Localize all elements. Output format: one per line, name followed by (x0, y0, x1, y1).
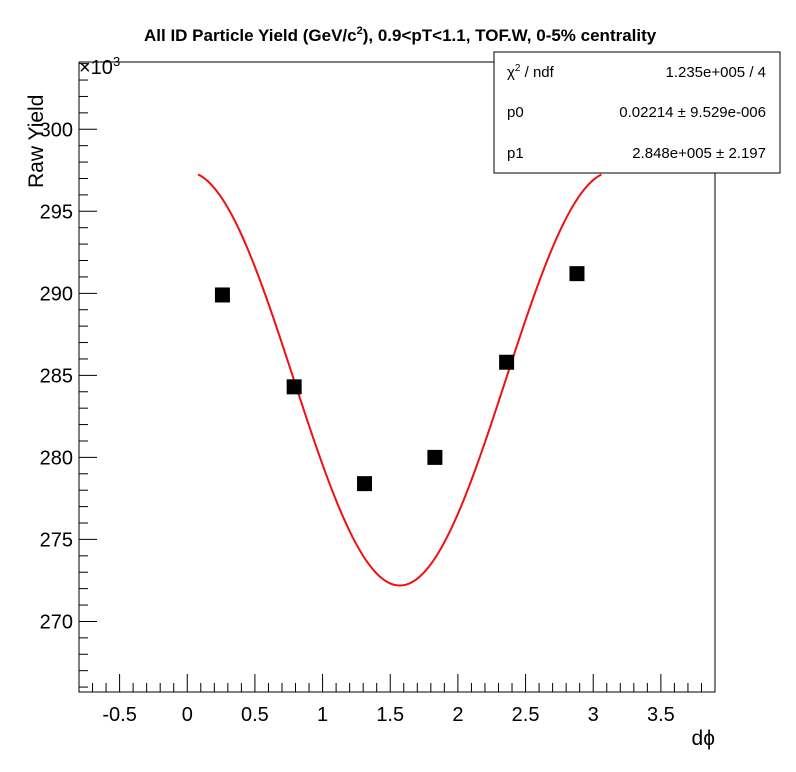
x-axis-title: dϕ (692, 727, 715, 750)
y-axis-ticks (79, 63, 97, 688)
stats-p1-label: p1 (507, 145, 524, 162)
stats-p0-label: p0 (507, 104, 524, 121)
y-axis-multiplier: ×103 (79, 54, 120, 79)
x-tick-label: -0.5 (102, 704, 136, 726)
x-tick-label: 2.5 (512, 704, 540, 726)
fit-curve (197, 173, 602, 587)
x-tick-label: 2 (452, 704, 463, 726)
y-tick-label: 280 (40, 447, 73, 469)
data-point (357, 476, 373, 492)
chart-title: All ID Particle Yield (GeV/c2), 0.9<pT<1… (144, 25, 657, 45)
stats-chi2-label: χ2 / ndf (507, 63, 555, 81)
x-tick-label: 1 (317, 704, 328, 726)
title-prefix: All ID Particle Yield (GeV/c (144, 26, 357, 45)
y-tick-label: 285 (40, 365, 73, 387)
data-point (214, 287, 230, 303)
data-point (286, 379, 302, 395)
y-tick-label: 290 (40, 283, 73, 305)
x-tick-label: 0 (182, 704, 193, 726)
data-point (569, 266, 585, 282)
title-superscript: 2 (357, 25, 363, 37)
x-axis-ticks (78, 674, 716, 692)
y-tick-label: 295 (40, 201, 73, 223)
x-tick-label: 0.5 (241, 704, 269, 726)
stats-box-frame (493, 51, 781, 174)
data-markers (214, 266, 585, 492)
title-suffix: ), 0.9<pT<1.1, TOF.W, 0-5% centrality (363, 26, 657, 45)
data-point (499, 354, 515, 370)
stats-p1-value: 2.848e+005 ± 2.197 (632, 145, 766, 162)
y-axis-title: Raw Yield (25, 95, 48, 188)
y-multiplier-base: ×10 (79, 57, 113, 79)
x-tick-label: 3 (588, 704, 599, 726)
stats-box: χ2 / ndf 1.235e+005 / 4 p0 0.02214 ± 9.5… (493, 51, 781, 174)
plot-frame (78, 61, 716, 693)
x-axis-tick-labels: -0.5 0 0.5 1 1.5 2 2.5 3 3.5 (102, 704, 674, 726)
y-multiplier-exponent: 3 (113, 54, 120, 69)
y-axis-tick-labels: 270 275 280 285 290 295 300 (40, 119, 73, 633)
x-tick-label: 3.5 (647, 704, 675, 726)
x-tick-label: 1.5 (376, 704, 404, 726)
y-tick-label: 275 (40, 529, 73, 551)
y-tick-label: 270 (40, 611, 73, 633)
stats-chi2-value: 1.235e+005 / 4 (665, 64, 766, 81)
stats-p0-value: 0.02214 ± 9.529e-006 (619, 104, 766, 121)
y-tick-label: 300 (40, 119, 73, 141)
data-point (427, 449, 443, 465)
